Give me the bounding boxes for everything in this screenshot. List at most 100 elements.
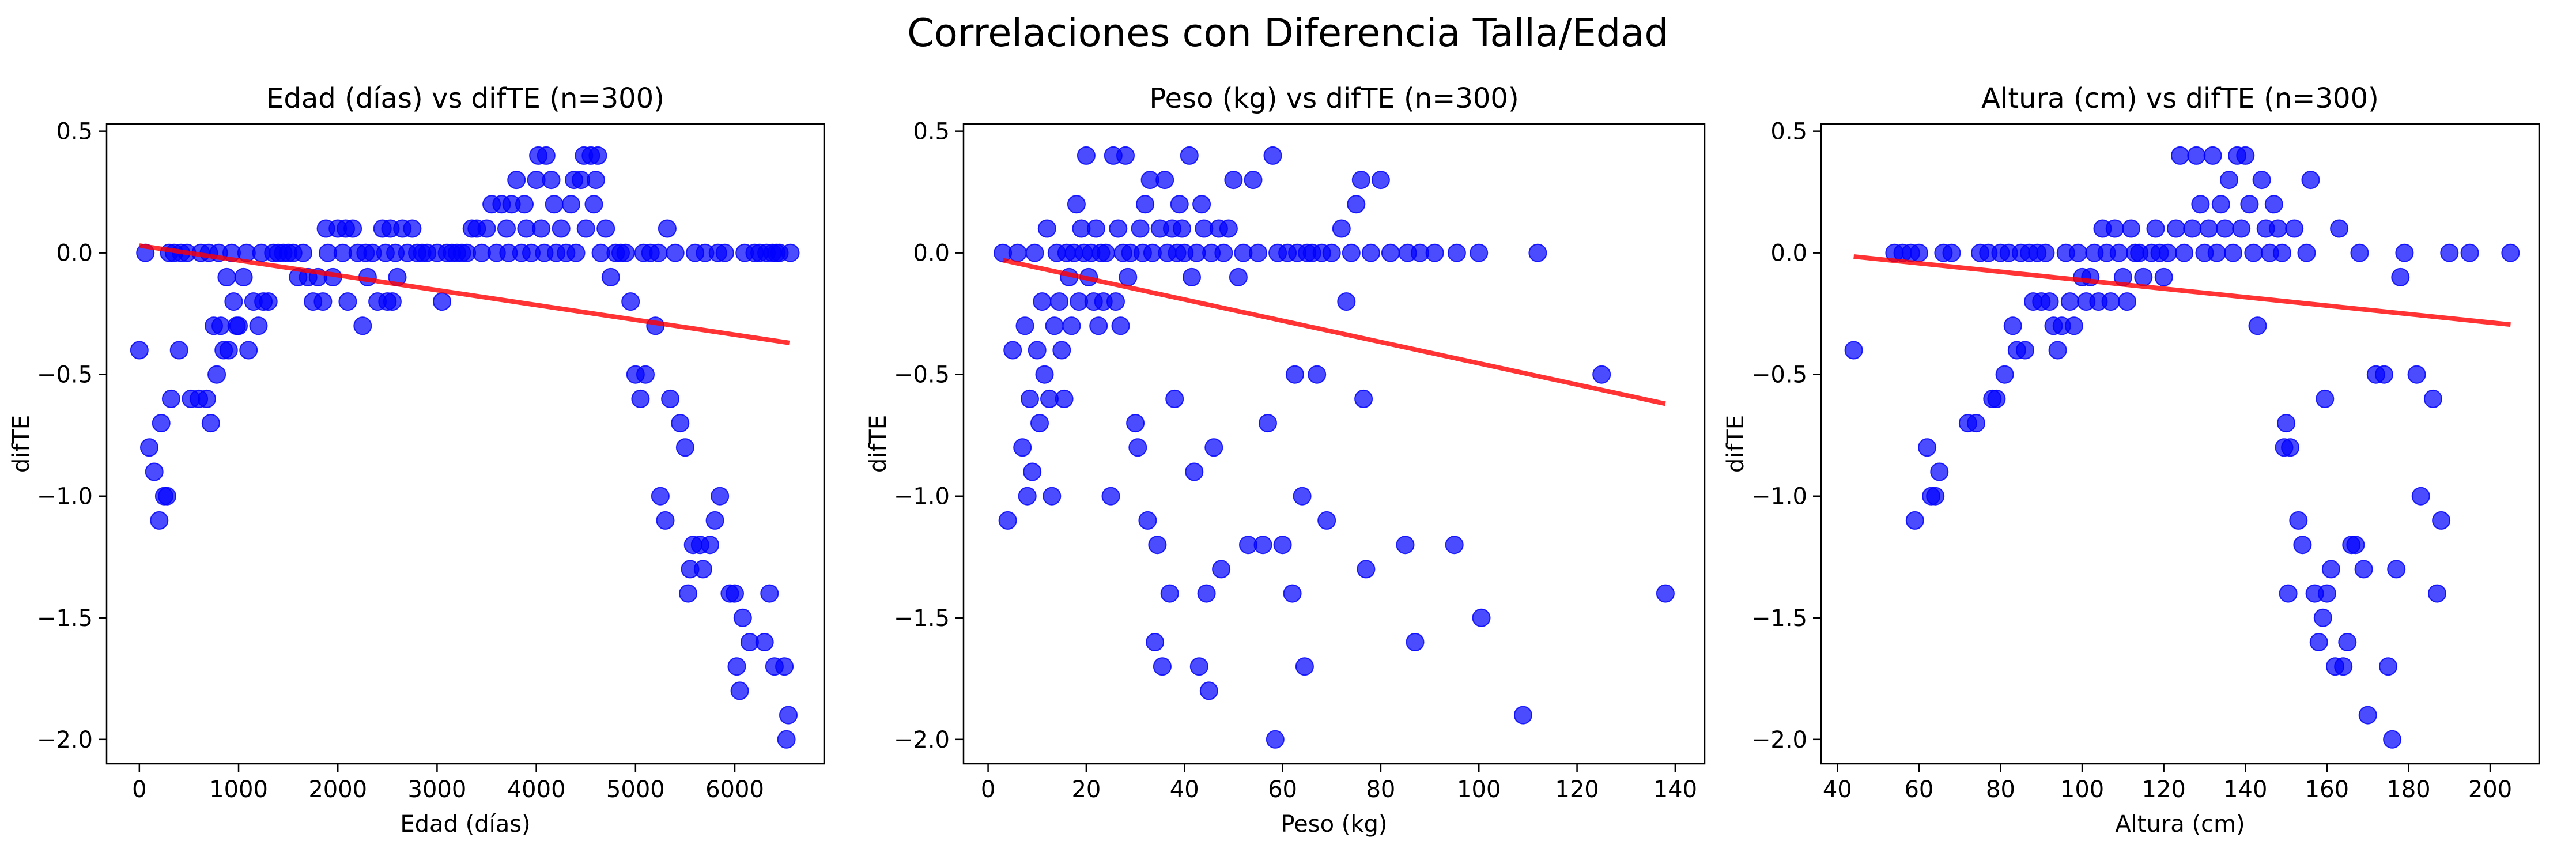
data-point [1052,341,1071,360]
data-point [1513,706,1532,725]
data-point [229,316,248,335]
data-point [2248,316,2267,335]
data-point [1249,243,1267,262]
data-point [2224,243,2242,262]
data-point [1592,365,1611,384]
y-tick-label: 0.0 [1770,240,1807,267]
data-point [2330,219,2349,238]
data-point [1995,365,2014,384]
data-point [1273,536,1292,555]
data-point [2175,243,2194,262]
data-point [552,219,571,238]
data-point [1332,219,1351,238]
data-point [2264,195,2283,214]
x-tick-label: 6000 [705,776,764,803]
data-point [2166,219,2185,238]
data-point [2317,584,2336,603]
data-point [158,487,176,506]
data-point [658,219,677,238]
data-point [145,462,164,481]
data-point [1192,195,1211,214]
data-point [2183,219,2202,238]
x-tick-label: 5000 [606,776,665,803]
data-point [1136,195,1155,214]
data-point [1062,316,1081,335]
data-point [294,243,312,262]
data-point [1342,243,1361,262]
data-point [2383,730,2402,749]
data-point [1224,171,1243,190]
data-point [201,414,220,433]
scatter-points [994,146,1675,749]
x-tick-label: 140 [1653,776,1697,803]
data-point [2309,633,2328,651]
data-point [679,584,698,603]
data-point [1293,487,1312,506]
data-point [2423,389,2442,408]
data-point [775,657,794,676]
axes-frame [962,123,1706,765]
data-point [621,292,640,311]
x-tick-label: 100 [2060,776,2104,803]
data-point [197,389,216,408]
data-point [733,608,752,627]
x-tick-label: 80 [1366,776,1395,803]
x-tick-label: 120 [2142,776,2186,803]
x-tick-label: 200 [2468,776,2512,803]
data-point [2297,243,2316,262]
data-point [2350,243,2369,262]
data-point [224,292,243,311]
data-point [2407,365,2426,384]
data-point [711,487,730,506]
data-point [2277,414,2296,433]
data-point [207,365,226,384]
data-point [1170,195,1189,214]
data-point [1244,171,1263,190]
data-point [1396,536,1415,555]
trend-line [1853,254,2511,327]
data-point [1028,341,1047,360]
data-point [507,171,526,190]
data-point [1212,560,1231,579]
data-point [1173,219,1191,238]
y-tick-label: 0.0 [56,240,93,267]
scatter-points [1844,146,2520,749]
x-tick-label: 80 [1986,776,2015,803]
data-point [1199,681,1218,700]
data-point [1013,438,1032,457]
data-point [1926,487,1945,506]
data-point [433,292,451,311]
data-point [1180,146,1199,165]
subplot-3: 40 60 80 100 120 140 160 180 200 0.5 0.0 −0.5 −1.0 −1… [1723,82,2540,838]
data-point [150,511,169,530]
data-point [2240,195,2259,214]
data-point [161,389,180,408]
data-point [130,341,149,360]
data-point [2460,243,2479,262]
data-point [2358,706,2377,725]
y-tick-label: −1.5 [37,605,93,632]
data-point [1160,584,1179,603]
data-point [2215,219,2234,238]
y-axis-label: difTE [1723,415,1749,473]
data-point [343,219,362,238]
data-point [2289,511,2308,530]
data-point [2395,243,2414,262]
data-point [1347,195,1366,214]
data-point [1354,389,1373,408]
data-point [2346,536,2365,555]
data-point [631,389,650,408]
data-point [1253,536,1272,555]
data-point [2501,243,2520,262]
data-point [1219,219,1238,238]
x-tick-label: 100 [1457,776,1501,803]
x-tick-label: 20 [1071,776,1101,803]
data-point [2003,316,2022,335]
data-point [1030,414,1049,433]
data-point [2207,243,2226,262]
data-point [217,267,236,286]
data-point [2064,316,2083,335]
y-axis-label: difTE [865,415,892,473]
data-point [1656,584,1675,603]
data-point [675,438,694,457]
